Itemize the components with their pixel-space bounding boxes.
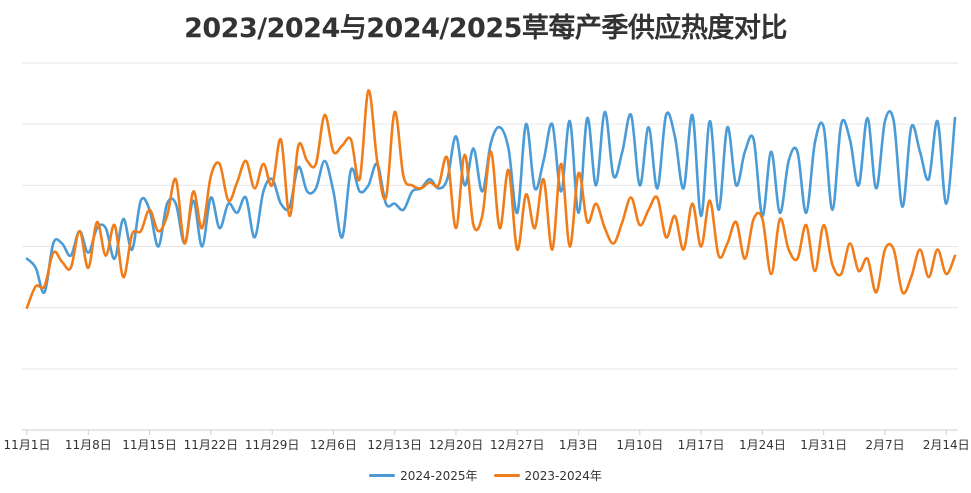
x-tick-label: 11月8日 — [65, 438, 112, 452]
gridlines — [22, 62, 958, 431]
x-tick-label: 11月22日 — [184, 438, 239, 452]
x-tick-label: 1月24日 — [739, 438, 786, 452]
x-tick-label: 2月7日 — [865, 438, 904, 452]
series-line-2023-2024 — [25, 89, 957, 309]
x-tick-label: 11月1日 — [4, 438, 51, 452]
x-tick-label: 12月6日 — [310, 438, 357, 452]
x-axis: 11月1日 11月8日 11月15日 11月22日 11月29日 12月6日 12月13日 1… — [4, 430, 970, 452]
x-tick-label: 11月29日 — [245, 438, 300, 452]
legend: 2024-2025年 2023-2024年 — [0, 466, 971, 484]
x-tick-label: 2月14日 — [923, 438, 970, 452]
x-tick-label: 1月3日 — [559, 438, 598, 452]
chart-title: 2023/2024与2024/2025草莓产季供应热度对比 — [184, 13, 787, 44]
legend-item[interactable]: 2024-2025年 — [369, 467, 478, 484]
series-lines — [25, 89, 957, 309]
x-tick-label: 11月15日 — [122, 438, 177, 452]
x-tick-label: 1月17日 — [678, 438, 725, 452]
legend-swatch — [369, 474, 396, 477]
x-tick-label: 12月20日 — [429, 438, 484, 452]
legend-label: 2023-2024年 — [524, 469, 602, 483]
x-tick-label: 12月13日 — [367, 438, 422, 452]
x-tick-label: 1月31日 — [800, 438, 847, 452]
legend-label: 2024-2025年 — [400, 469, 478, 483]
legend-swatch — [493, 474, 520, 477]
x-tick-label: 1月10日 — [616, 438, 663, 452]
x-tick-label: 12月27日 — [490, 438, 545, 452]
legend-item[interactable]: 2023-2024年 — [493, 467, 602, 484]
